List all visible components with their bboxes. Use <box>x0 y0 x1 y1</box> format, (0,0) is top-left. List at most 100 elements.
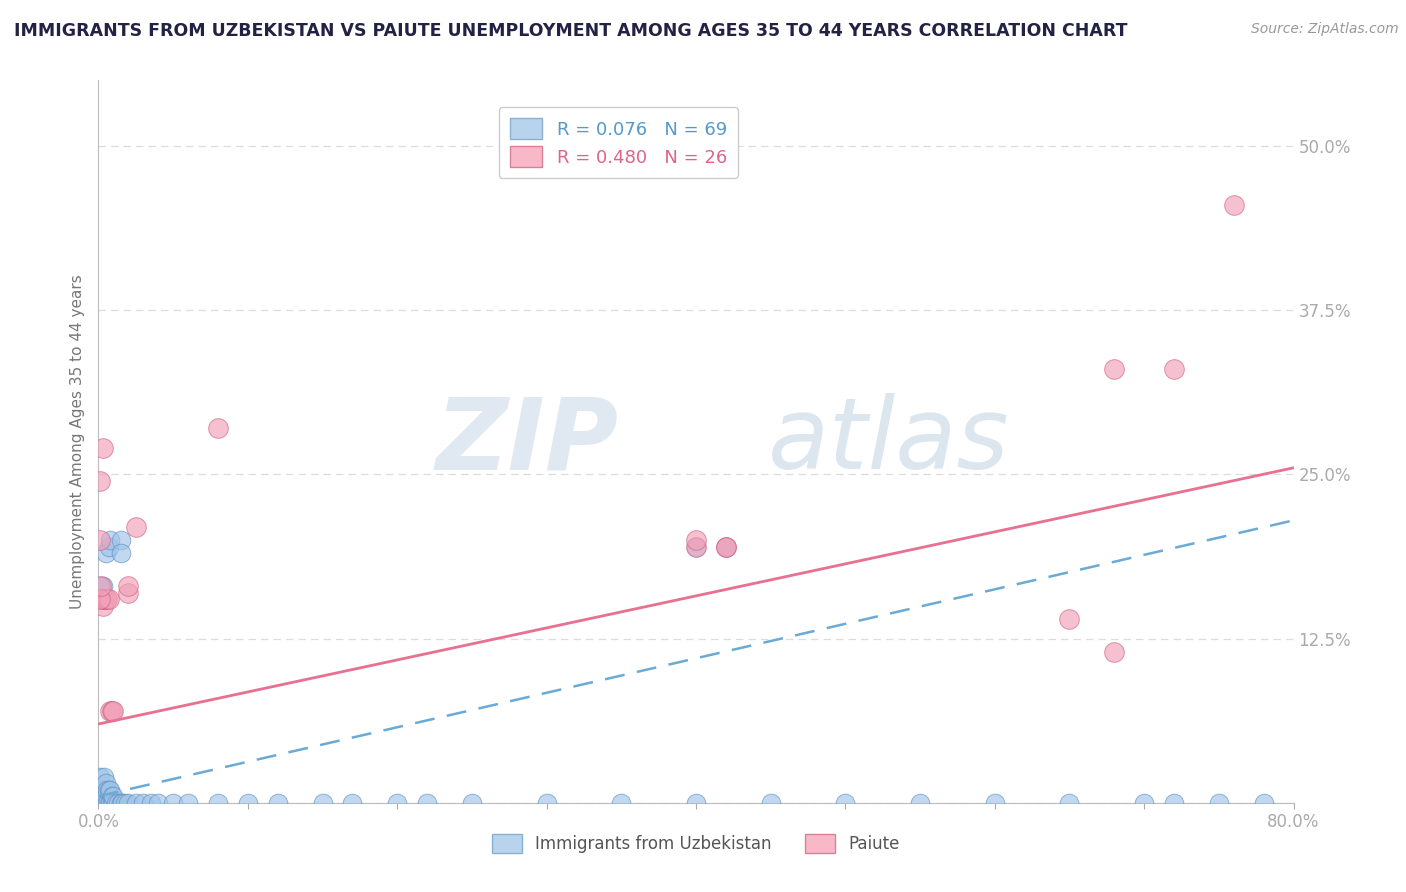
Text: Source: ZipAtlas.com: Source: ZipAtlas.com <box>1251 22 1399 37</box>
Point <box>96 796 118 810</box>
Point <box>162 796 184 810</box>
Point <box>90 579 112 593</box>
Point <box>111 796 134 810</box>
Text: ZIP: ZIP <box>436 393 619 490</box>
Point <box>96 782 118 797</box>
Point <box>267 796 290 810</box>
Point <box>461 796 484 810</box>
Point <box>94 789 117 804</box>
Point <box>89 782 111 797</box>
Text: IMMIGRANTS FROM UZBEKISTAN VS PAIUTE UNEMPLOYMENT AMONG AGES 35 TO 44 YEARS CORR: IMMIGRANTS FROM UZBEKISTAN VS PAIUTE UNE… <box>14 22 1128 40</box>
Point <box>91 782 114 797</box>
Point <box>416 796 439 810</box>
Point <box>90 796 112 810</box>
Point <box>93 770 115 784</box>
Point <box>107 796 129 810</box>
Point <box>98 704 122 718</box>
Point <box>101 704 124 718</box>
Point <box>110 546 132 560</box>
Point <box>93 592 115 607</box>
Point <box>110 533 132 547</box>
Point <box>94 546 117 560</box>
Point <box>91 796 114 810</box>
Point <box>89 533 111 547</box>
Point <box>89 592 111 607</box>
Point <box>1163 796 1185 810</box>
Point <box>97 782 120 797</box>
Point <box>685 540 707 554</box>
Point <box>97 540 120 554</box>
Point <box>91 441 114 455</box>
Point <box>101 789 124 804</box>
Point <box>311 796 333 810</box>
Point <box>89 579 111 593</box>
Point <box>91 599 114 613</box>
Point <box>1059 796 1081 810</box>
Point <box>93 796 115 810</box>
Point <box>97 592 120 607</box>
Point <box>1223 198 1246 212</box>
Point <box>177 796 200 810</box>
Point <box>984 796 1007 810</box>
Point <box>91 789 114 804</box>
Point <box>105 796 128 810</box>
Y-axis label: Unemployment Among Ages 35 to 44 years: Unemployment Among Ages 35 to 44 years <box>69 274 84 609</box>
Point <box>94 592 117 607</box>
Point <box>1163 362 1185 376</box>
Point <box>385 796 409 810</box>
Point <box>1253 796 1275 810</box>
Point <box>1104 362 1126 376</box>
Point <box>103 796 125 810</box>
Point <box>89 770 111 784</box>
Point <box>139 796 162 810</box>
Point <box>89 796 111 810</box>
Point <box>98 796 122 810</box>
Point <box>685 796 707 810</box>
Text: atlas: atlas <box>768 393 1010 490</box>
Point <box>908 796 931 810</box>
Point <box>90 789 112 804</box>
Point <box>103 789 125 804</box>
Point <box>93 782 115 797</box>
Point <box>1133 796 1156 810</box>
Point <box>759 796 782 810</box>
Point <box>125 520 148 534</box>
Point <box>94 776 117 790</box>
Point <box>89 474 111 488</box>
Point <box>132 796 155 810</box>
Point <box>207 421 229 435</box>
Point <box>714 540 737 554</box>
Point <box>714 540 737 554</box>
Point <box>148 796 170 810</box>
Point <box>685 540 707 554</box>
Point <box>342 796 364 810</box>
Point <box>714 540 737 554</box>
Point <box>91 592 114 607</box>
Point <box>685 533 707 547</box>
Legend: Immigrants from Uzbekistan, Paiute: Immigrants from Uzbekistan, Paiute <box>485 827 907 860</box>
Point <box>536 796 558 810</box>
Point <box>207 796 229 810</box>
Point <box>1059 612 1081 626</box>
Point <box>103 704 125 718</box>
Point <box>98 782 122 797</box>
Point <box>90 782 112 797</box>
Point <box>94 796 117 810</box>
Point <box>834 796 856 810</box>
Point <box>125 796 148 810</box>
Point <box>110 796 132 810</box>
Point <box>1208 796 1230 810</box>
Point <box>98 533 122 547</box>
Point <box>610 796 633 810</box>
Point <box>236 796 259 810</box>
Point <box>96 592 118 607</box>
Point <box>89 789 111 804</box>
Point <box>117 796 139 810</box>
Point <box>117 585 139 599</box>
Point <box>114 796 136 810</box>
Point <box>97 796 120 810</box>
Point <box>117 579 139 593</box>
Point <box>101 796 124 810</box>
Point <box>91 579 114 593</box>
Point <box>1104 645 1126 659</box>
